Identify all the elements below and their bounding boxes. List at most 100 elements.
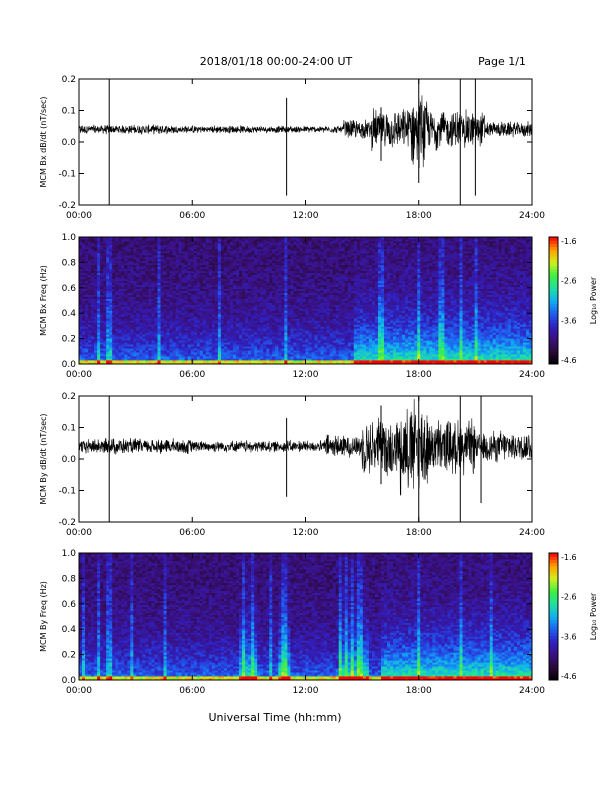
heatmap-cell [85, 260, 89, 264]
heatmap-cell [91, 362, 95, 365]
heatmap-cell [175, 316, 180, 319]
heatmap-cell [79, 314, 83, 317]
heatmap-cell [97, 298, 101, 301]
heatmap-cell [148, 274, 152, 278]
heatmap-cell [163, 240, 167, 244]
heatmap-cell [103, 272, 107, 276]
heatmap-cell [82, 308, 86, 311]
heatmap-cell [181, 312, 186, 315]
heatmap-cell [157, 237, 161, 240]
heatmap-cell [166, 272, 170, 276]
heatmap-cell [94, 256, 98, 260]
heatmap-cell [142, 276, 146, 280]
heatmap-cell [142, 324, 146, 327]
heatmap-cell [118, 340, 122, 343]
heatmap-cell [106, 260, 110, 264]
heatmap-cell [145, 352, 149, 355]
heatmap-cell [163, 290, 167, 293]
heatmap-cell [97, 268, 101, 272]
heatmap-cell [115, 268, 119, 272]
heatmap-cell [91, 288, 95, 291]
heatmap-cell [139, 256, 143, 260]
heatmap-cell [121, 362, 125, 365]
heatmap-cell [118, 262, 122, 266]
heatmap-cell [148, 256, 152, 260]
heatmap-cell [115, 276, 119, 280]
heatmap-cell [142, 282, 146, 286]
heatmap-cell [163, 334, 167, 337]
heatmap-cell [163, 320, 167, 323]
heatmap-cell [94, 284, 98, 288]
heatmap-cell [118, 237, 122, 240]
heatmap-cell [157, 354, 161, 357]
heatmap-cell [166, 328, 170, 331]
heatmap-cell [160, 270, 164, 274]
heatmap-cell [169, 300, 174, 303]
heatmap-cell [79, 336, 83, 339]
heatmap-cell [136, 310, 140, 313]
heatmap-cell [175, 258, 180, 262]
heatmap-cell [145, 242, 149, 246]
heatmap-cell [130, 300, 134, 303]
heatmap-cell [118, 334, 122, 337]
heatmap-cell [163, 350, 167, 353]
heatmap-cell [139, 272, 143, 276]
heatmap-cell [178, 270, 183, 274]
heatmap-cell [136, 330, 140, 333]
heatmap-cell [145, 318, 149, 321]
page-number: Page 1/1 [478, 55, 526, 68]
heatmap-cell [160, 332, 164, 335]
heatmap-cell [85, 362, 89, 365]
heatmap-cell [79, 292, 83, 295]
heatmap-cell [142, 350, 146, 353]
heatmap-cell [163, 316, 167, 319]
heatmap-cell [79, 350, 83, 353]
heatmap-cell [109, 340, 113, 343]
heatmap-cell [148, 280, 152, 284]
heatmap-cell [175, 298, 180, 301]
heatmap-cell [79, 298, 83, 301]
heatmap-cell [97, 348, 101, 351]
heatmap-cell [127, 318, 131, 321]
heatmap-cell [145, 294, 149, 297]
heatmap-cell [130, 346, 134, 349]
heatmap-cell [109, 354, 113, 357]
heatmap-cell [106, 332, 110, 335]
heatmap-cell [142, 344, 146, 347]
heatmap-cell [124, 330, 128, 333]
heatmap-cell [112, 274, 116, 278]
heatmap-cell [94, 354, 98, 357]
heatmap-cell [151, 298, 155, 301]
heatmap-cell [127, 338, 131, 341]
heatmap-cell [103, 358, 107, 361]
heatmap-cell [121, 310, 125, 313]
heatmap-cell [121, 256, 125, 260]
heatmap-cell [130, 264, 134, 268]
heatmap-cell [160, 238, 164, 242]
heatmap-cell [142, 308, 146, 311]
heatmap-cell [82, 252, 86, 256]
heatmap-cell [148, 254, 152, 258]
heatmap-cell [139, 244, 143, 248]
heatmap-cell [79, 338, 83, 341]
heatmap-cell [127, 248, 131, 252]
heatmap-cell [169, 237, 174, 240]
heatmap-cell [139, 266, 143, 270]
heatmap-cell [100, 262, 104, 266]
heatmap-cell [106, 298, 110, 301]
heatmap-cell [121, 304, 125, 307]
heatmap-cell [109, 244, 113, 248]
heatmap-cell [172, 270, 177, 274]
heatmap-cell [82, 346, 86, 349]
heatmap-cell [97, 244, 101, 248]
heatmap-cell [154, 322, 158, 325]
heatmap-cell [169, 330, 174, 333]
heatmap-cell [154, 342, 158, 345]
heatmap-cell [124, 336, 128, 339]
heatmap-cell [88, 318, 92, 321]
heatmap-cell [148, 237, 152, 240]
heatmap-cell [124, 258, 128, 262]
heatmap-cell [175, 290, 180, 293]
heatmap-cell [148, 260, 152, 264]
heatmap-cell [79, 282, 83, 286]
